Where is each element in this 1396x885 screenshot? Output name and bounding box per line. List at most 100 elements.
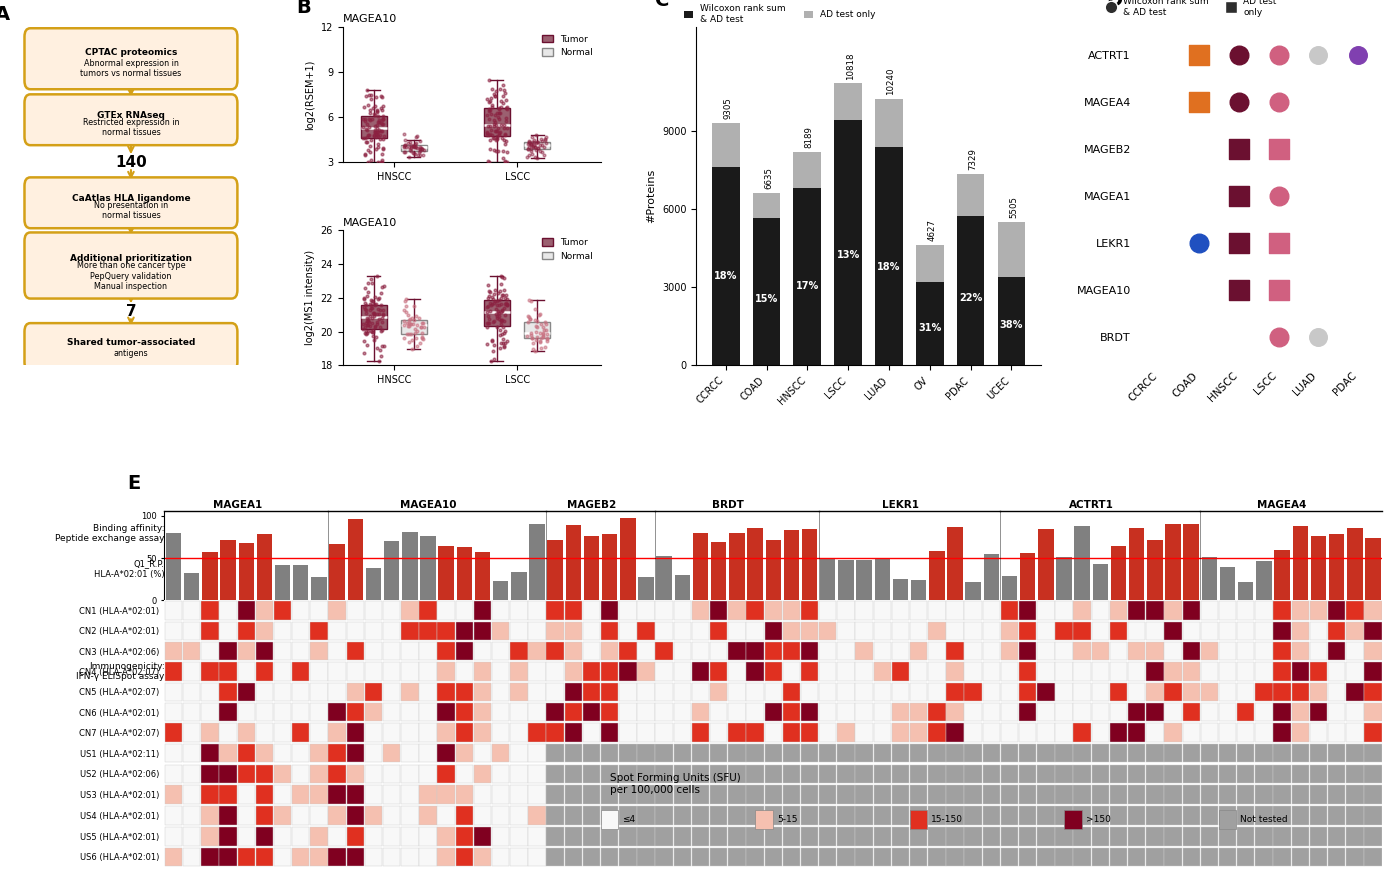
Point bbox=[355, 131, 377, 145]
Bar bbox=[328, 806, 346, 825]
Bar bbox=[491, 785, 510, 804]
Bar bbox=[838, 682, 854, 701]
Point bbox=[524, 140, 546, 154]
Bar bbox=[437, 806, 455, 825]
Bar bbox=[1146, 848, 1164, 866]
Bar bbox=[219, 765, 237, 783]
Bar bbox=[165, 682, 183, 701]
Text: 10818: 10818 bbox=[846, 52, 854, 80]
Bar bbox=[838, 622, 854, 640]
Bar bbox=[221, 540, 236, 600]
Point bbox=[408, 311, 430, 325]
Point bbox=[360, 301, 383, 315]
Bar bbox=[1201, 703, 1219, 721]
Point bbox=[369, 319, 391, 334]
Point bbox=[489, 125, 511, 139]
Point bbox=[370, 304, 392, 318]
Point bbox=[487, 286, 510, 300]
Point bbox=[359, 145, 381, 159]
Point bbox=[487, 102, 510, 116]
Bar bbox=[747, 602, 764, 620]
Point bbox=[1188, 95, 1210, 109]
FancyBboxPatch shape bbox=[25, 177, 237, 228]
Bar bbox=[747, 785, 764, 804]
Bar bbox=[928, 682, 945, 701]
Bar bbox=[1110, 765, 1127, 783]
Point bbox=[517, 329, 539, 343]
Point bbox=[357, 128, 380, 142]
Point bbox=[352, 112, 374, 126]
Text: MAGEA4: MAGEA4 bbox=[1258, 500, 1307, 510]
Bar bbox=[1364, 602, 1382, 620]
Bar bbox=[656, 723, 673, 742]
Point bbox=[371, 103, 394, 117]
Point bbox=[359, 319, 381, 333]
Point bbox=[1228, 95, 1251, 109]
Bar bbox=[1309, 785, 1328, 804]
Bar bbox=[801, 806, 818, 825]
Bar bbox=[946, 662, 963, 681]
Point bbox=[476, 319, 498, 334]
Bar bbox=[328, 723, 346, 742]
Point bbox=[494, 134, 517, 148]
Bar bbox=[711, 806, 727, 825]
Bar bbox=[674, 703, 691, 721]
Point bbox=[363, 108, 385, 122]
Bar bbox=[1092, 785, 1108, 804]
Point bbox=[394, 139, 416, 153]
Bar bbox=[274, 662, 292, 681]
Bar bbox=[692, 765, 709, 783]
Bar bbox=[1309, 848, 1328, 866]
Bar bbox=[292, 743, 310, 763]
Point bbox=[477, 73, 500, 87]
Point bbox=[517, 309, 539, 323]
Point bbox=[477, 316, 500, 330]
Bar bbox=[965, 703, 981, 721]
Bar bbox=[692, 703, 709, 721]
Point bbox=[363, 309, 385, 323]
Bar bbox=[401, 643, 419, 660]
Bar bbox=[1146, 703, 1164, 721]
Bar bbox=[783, 806, 800, 825]
Point bbox=[518, 135, 540, 150]
Bar bbox=[274, 785, 292, 804]
Bar bbox=[930, 550, 945, 600]
Point bbox=[366, 130, 388, 144]
Bar bbox=[1164, 662, 1182, 681]
Bar bbox=[620, 848, 637, 866]
Point bbox=[476, 107, 498, 121]
Bar bbox=[910, 765, 927, 783]
Bar bbox=[528, 806, 546, 825]
Point bbox=[521, 342, 543, 356]
Point bbox=[489, 322, 511, 336]
Point bbox=[364, 99, 387, 113]
Point bbox=[359, 119, 381, 134]
Point bbox=[494, 101, 517, 115]
Bar bbox=[600, 848, 618, 866]
Bar bbox=[1328, 765, 1346, 783]
Bar bbox=[1182, 622, 1201, 640]
Bar bbox=[491, 765, 510, 783]
Bar bbox=[1291, 806, 1309, 825]
Point bbox=[370, 116, 392, 130]
Point bbox=[496, 334, 518, 348]
Point bbox=[403, 327, 426, 341]
Bar bbox=[1309, 827, 1328, 845]
Bar bbox=[656, 806, 673, 825]
Point bbox=[410, 331, 433, 345]
Bar bbox=[946, 682, 963, 701]
Point bbox=[362, 112, 384, 126]
Bar bbox=[1309, 806, 1328, 825]
Bar bbox=[455, 682, 473, 701]
Bar bbox=[692, 785, 709, 804]
Text: 9305: 9305 bbox=[723, 97, 733, 119]
Point bbox=[409, 320, 431, 335]
Bar bbox=[747, 806, 764, 825]
Point bbox=[401, 317, 423, 331]
Text: 18%: 18% bbox=[713, 271, 737, 281]
Bar bbox=[491, 723, 510, 742]
Bar bbox=[928, 622, 945, 640]
Point bbox=[366, 315, 388, 329]
Bar bbox=[1019, 643, 1036, 660]
Bar bbox=[638, 662, 655, 681]
